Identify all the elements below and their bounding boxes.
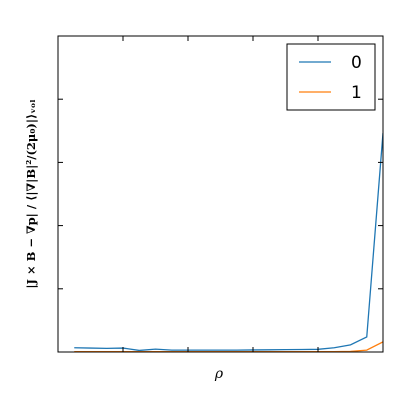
legend-label-series-0: 0 [351,53,362,73]
ticks-layer [58,36,383,352]
legend: 0 1 [286,43,376,111]
y-axis-label: |J × B − ∇p| / ⟨|∇|B|²/(2μ₀)|⟩ᵥₒₗ [24,99,38,288]
series-line-0 [74,132,383,352]
x-axis-label: ρ [214,366,224,382]
axes-frame [57,35,384,353]
legend-box [286,43,376,111]
legend-label-series-1: 1 [351,83,362,103]
